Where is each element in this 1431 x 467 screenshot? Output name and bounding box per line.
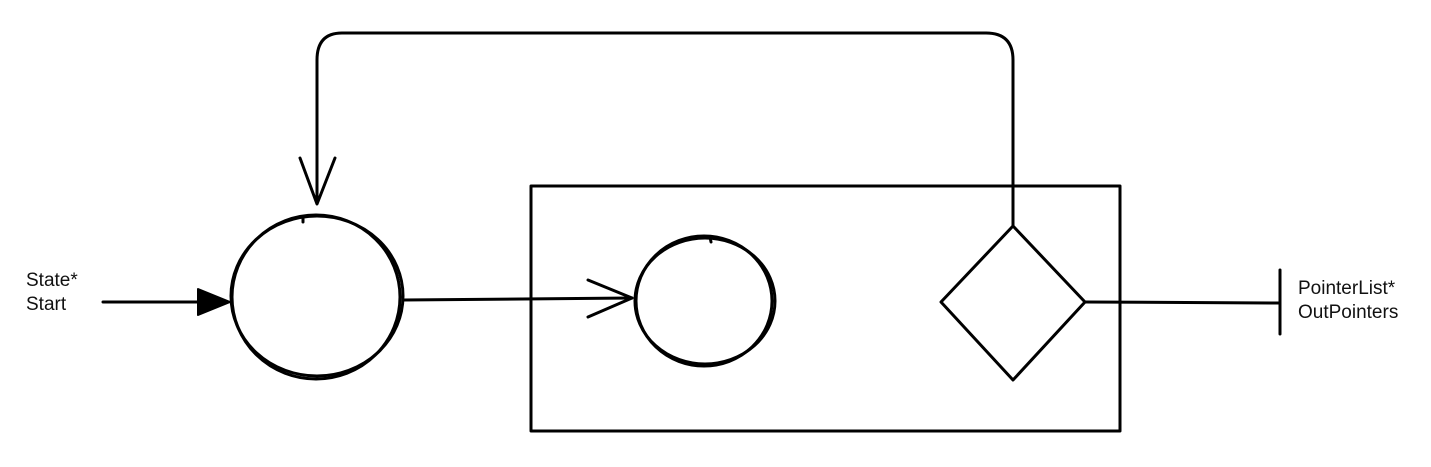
output-type: PointerList*: [1298, 278, 1396, 299]
input-name: Start: [26, 294, 67, 315]
input-parameter-label: State* Start: [26, 269, 78, 317]
output-line: [1083, 300, 1282, 305]
transition-arrowhead: [586, 278, 634, 319]
output-parameter-label: PointerList* OutPointers: [1298, 277, 1398, 325]
feedback-loop-line: [315, 31, 1015, 228]
loop-container-box: [529, 184, 1122, 433]
inner-state-node: [633, 234, 777, 368]
input-type: State*: [26, 270, 78, 291]
start-state-node: [229, 213, 405, 381]
decision-diamond: [939, 224, 1087, 382]
feedback-arrowhead: [298, 156, 337, 206]
output-name: OutPointers: [1298, 302, 1399, 323]
transition-arrow-line: [401, 296, 634, 302]
input-arrowhead: [197, 288, 231, 316]
